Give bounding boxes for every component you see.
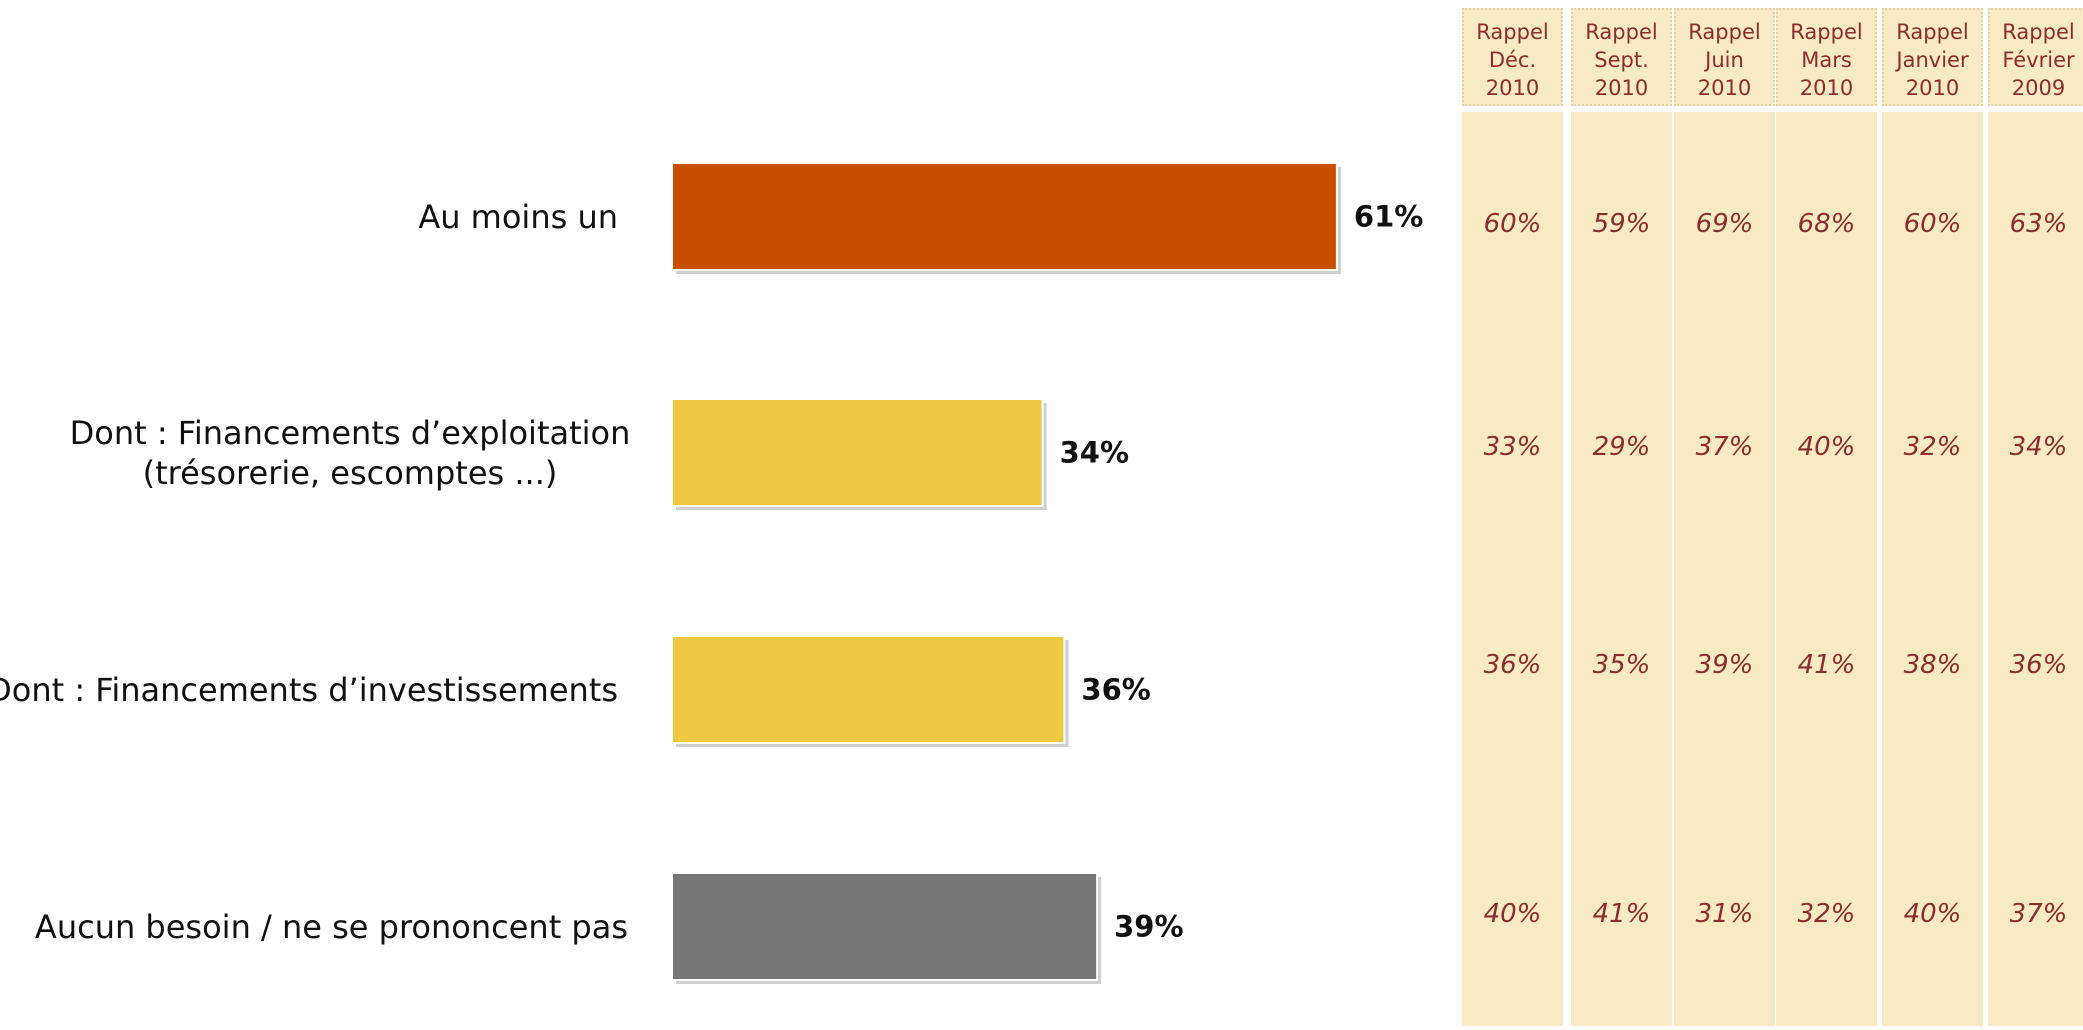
- history-column: Rappel Sept. 2010 59% 29% 35% 41%: [1571, 8, 1672, 1026]
- category-label: Au moins un: [418, 197, 618, 237]
- history-header-line: Février: [2002, 48, 2075, 72]
- history-header-line: Juin: [1705, 48, 1744, 72]
- bar: [671, 162, 1338, 271]
- history-header-line: Rappel: [1790, 20, 1863, 44]
- history-value: 68%: [1797, 209, 1856, 239]
- bar: [671, 398, 1044, 507]
- history-column: Rappel Juin 2010 69% 37% 39% 31%: [1674, 8, 1775, 1026]
- category-label-line: Dont : Financements d’investissements: [0, 670, 618, 709]
- history-value: 38%: [1903, 650, 1962, 680]
- category-label-line: (trésorerie, escomptes ...): [142, 453, 558, 492]
- history-value: 59%: [1592, 209, 1651, 239]
- history-value: 32%: [1797, 899, 1856, 929]
- bar-value-label: 39%: [1114, 910, 1183, 944]
- history-value: 34%: [2009, 432, 2068, 462]
- history-header-line: 2010: [1594, 76, 1649, 100]
- history-value: 32%: [1903, 432, 1962, 462]
- history-header-line: Rappel: [1476, 20, 1549, 44]
- history-header-line: Rappel: [2002, 20, 2075, 44]
- history-value: 36%: [1483, 650, 1542, 680]
- bar-value-label: 36%: [1081, 673, 1150, 707]
- history-column: Rappel Février 2009 63% 34% 36% 37%: [1988, 8, 2083, 1026]
- bar: [671, 872, 1099, 981]
- history-header-line: 2010: [1905, 76, 1960, 100]
- history-column-body: [1674, 112, 1775, 1026]
- history-value: 33%: [1483, 432, 1542, 462]
- history-header-line: Sept.: [1594, 48, 1649, 72]
- history-header-line: Rappel: [1585, 20, 1658, 44]
- category-label-line: Dont : Financements d’exploitation: [69, 413, 631, 452]
- history-header-line: Rappel: [1896, 20, 1969, 44]
- category-label-line: Au moins un: [418, 197, 618, 236]
- history-value: 40%: [1797, 432, 1856, 462]
- history-column-header: Rappel Déc. 2010: [1462, 8, 1563, 106]
- history-header-line: 2010: [1485, 76, 1540, 100]
- history-column-body: [1571, 112, 1672, 1026]
- history-value: 41%: [1592, 899, 1651, 929]
- history-header-line: Janvier: [1896, 48, 1969, 72]
- bar-chart: Au moins un Dont : Financements d’exploit…: [0, 162, 1423, 984]
- history-header-line: Rappel: [1688, 20, 1761, 44]
- history-column: Rappel Janvier 2010 60% 32% 38% 40%: [1882, 8, 1983, 1026]
- history-header-line: 2010: [1799, 76, 1854, 100]
- history-value: 41%: [1797, 650, 1856, 680]
- history-column: Rappel Déc. 2010 60% 33% 36% 40%: [1462, 8, 1563, 1026]
- history-value: 35%: [1592, 650, 1651, 680]
- history-column-header: Rappel Juin 2010: [1674, 8, 1775, 106]
- history-column-header: Rappel Janvier 2010: [1882, 8, 1983, 106]
- history-value: 29%: [1592, 432, 1651, 462]
- history-header-line: Déc.: [1488, 48, 1537, 72]
- category-label: Dont : Financements d’exploitation (tréso…: [60, 413, 640, 493]
- bars-plot: 61% 34% 36% 39%: [671, 162, 1423, 984]
- history-column-body: [1988, 112, 2083, 1026]
- history-value: 60%: [1903, 209, 1962, 239]
- history-column: Rappel Mars 2010 68% 40% 41% 32%: [1776, 8, 1877, 1026]
- history-header-line: 2010: [1697, 76, 1752, 100]
- history-value: 39%: [1695, 650, 1754, 680]
- history-value: 37%: [1695, 432, 1754, 462]
- history-value: 60%: [1483, 209, 1542, 239]
- category-label: Aucun besoin / ne se prononcent pas: [35, 907, 628, 947]
- bar-value-label: 34%: [1060, 436, 1129, 470]
- history-column-body: [1776, 112, 1877, 1026]
- bar-value-label: 61%: [1354, 200, 1423, 234]
- history-value: 40%: [1903, 899, 1962, 929]
- category-label: Dont : Financements d’investissements: [0, 670, 618, 710]
- bar: [671, 635, 1066, 744]
- history-value: 36%: [2009, 650, 2068, 680]
- history-header-line: 2009: [2011, 76, 2066, 100]
- history-column-body: [1462, 112, 1563, 1026]
- category-label-line: Aucun besoin / ne se prononcent pas: [34, 907, 628, 946]
- history-value: 37%: [2009, 899, 2068, 929]
- history-column-body: [1882, 112, 1983, 1026]
- history-column-header: Rappel Février 2009: [1988, 8, 2083, 106]
- history-value: 40%: [1483, 899, 1542, 929]
- history-value: 69%: [1695, 209, 1754, 239]
- history-column-header: Rappel Sept. 2010: [1571, 8, 1672, 106]
- history-value: 31%: [1695, 899, 1754, 929]
- history-header-line: Mars: [1801, 48, 1852, 72]
- history-value: 63%: [2009, 209, 2068, 239]
- history-column-header: Rappel Mars 2010: [1776, 8, 1877, 106]
